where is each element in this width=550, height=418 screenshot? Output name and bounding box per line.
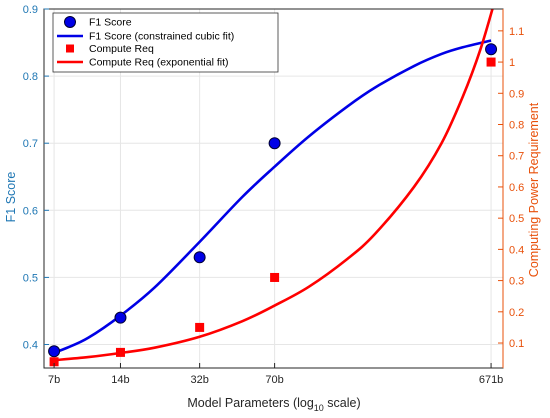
legend-label-f1-fit: F1 Score (constrained cubic fit) xyxy=(89,31,234,43)
x-tick-label: 671b xyxy=(479,374,503,386)
legend-entry-compute-points: Compute Req xyxy=(66,43,154,55)
y-left-tick-label: 0.7 xyxy=(23,138,38,150)
x-tick-label: 14b xyxy=(111,374,129,386)
y-right-tick-label: 0.9 xyxy=(509,88,524,100)
y-right-tick-label: 0.3 xyxy=(509,276,524,288)
y-right-tick-label: 0.8 xyxy=(509,120,524,132)
legend-entry-f1-points: F1 Score xyxy=(64,16,132,29)
compute-point xyxy=(270,272,280,282)
y-left-tick-label: 0.8 xyxy=(23,71,38,83)
y-right-tick-label: 0.1 xyxy=(509,338,524,350)
f1-point xyxy=(48,345,61,358)
compute-fit-line xyxy=(53,9,494,362)
x-axis-title-subscript: 10 xyxy=(314,403,324,413)
x-tick-label: 70b xyxy=(265,374,283,386)
compute-point xyxy=(486,57,496,67)
compute-point xyxy=(195,322,205,332)
y-right-tick-label: 0.2 xyxy=(509,307,524,319)
y-right-axis-title: Computing Power Requirement xyxy=(527,102,541,277)
series-layer xyxy=(48,9,498,367)
compute-point xyxy=(49,357,59,367)
y-left-tick-label: 0.4 xyxy=(23,340,38,352)
legend-marker-compute-points xyxy=(66,44,74,53)
y-left-axis-title: F1 Score xyxy=(4,172,18,223)
y-right-tick-label: 0.5 xyxy=(509,213,524,225)
x-tick-label: 7b xyxy=(48,374,60,386)
legend-entry-compute-fit: Compute Req (exponential fit) xyxy=(57,57,229,69)
y-right-tick-label: 0.6 xyxy=(509,182,524,194)
legend-entry-f1-fit: F1 Score (constrained cubic fit) xyxy=(57,31,234,43)
y-right-tick-label: 1.1 xyxy=(509,26,524,38)
y-right-tick-label: 1 xyxy=(509,57,515,69)
legend-box xyxy=(52,12,279,73)
y-left-tick-label: 0.9 xyxy=(23,4,38,16)
y-right-tick-label: 0.7 xyxy=(509,151,524,163)
f1-fit-line xyxy=(53,39,492,354)
f1-point xyxy=(268,137,281,150)
f1-point xyxy=(485,43,498,56)
f1-point xyxy=(114,311,127,324)
y-left-tick-label: 0.6 xyxy=(23,205,38,217)
x-axis-title: Model Parameters (log10 scale) xyxy=(187,396,360,413)
compute-point xyxy=(115,347,125,357)
legend-label-compute-fit: Compute Req (exponential fit) xyxy=(89,57,229,69)
legend-marker-f1-points xyxy=(64,16,76,28)
x-tick-label: 32b xyxy=(190,374,208,386)
legend-label-compute-points: Compute Req xyxy=(89,43,154,55)
f1-point xyxy=(193,251,206,264)
axis-layer: 7b 14b 32b 70b 671b 0.4 0.5 0.6 0.7 0.8 0.9 0.1 0.2 0… xyxy=(23,4,525,386)
y-left-tick-label: 0.5 xyxy=(23,272,38,284)
x-axis-title-suffix: scale) xyxy=(324,396,361,410)
legend-label-f1-points: F1 Score xyxy=(89,17,132,29)
y-right-tick-label: 0.4 xyxy=(509,244,524,256)
x-axis-title-main: Model Parameters (log xyxy=(187,396,313,410)
legend: F1 Score F1 Score (constrained cubic fit… xyxy=(52,12,279,73)
